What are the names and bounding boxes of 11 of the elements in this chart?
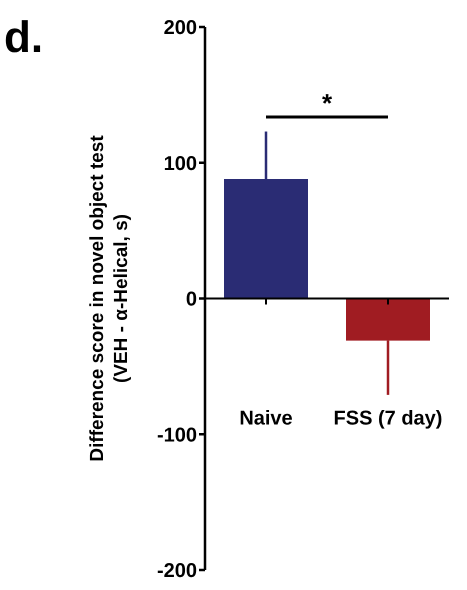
x-tick-label: Naive bbox=[239, 408, 293, 430]
significance-bracket: * bbox=[266, 88, 388, 118]
y-tick-label: -100 bbox=[156, 424, 197, 446]
y-tick-label: -200 bbox=[156, 560, 197, 582]
y-axis-title: Difference score in novel object test (VEH - α-Helical, s) bbox=[87, 134, 132, 462]
y-tick-label: 0 bbox=[186, 288, 197, 311]
chart-title: d. bbox=[4, 13, 44, 62]
y-tick-label: 200 bbox=[164, 17, 197, 40]
annotation: * bbox=[322, 88, 333, 118]
y-tick-label: 100 bbox=[164, 152, 197, 175]
x-tick-label: FSS (7 day) bbox=[334, 408, 442, 430]
